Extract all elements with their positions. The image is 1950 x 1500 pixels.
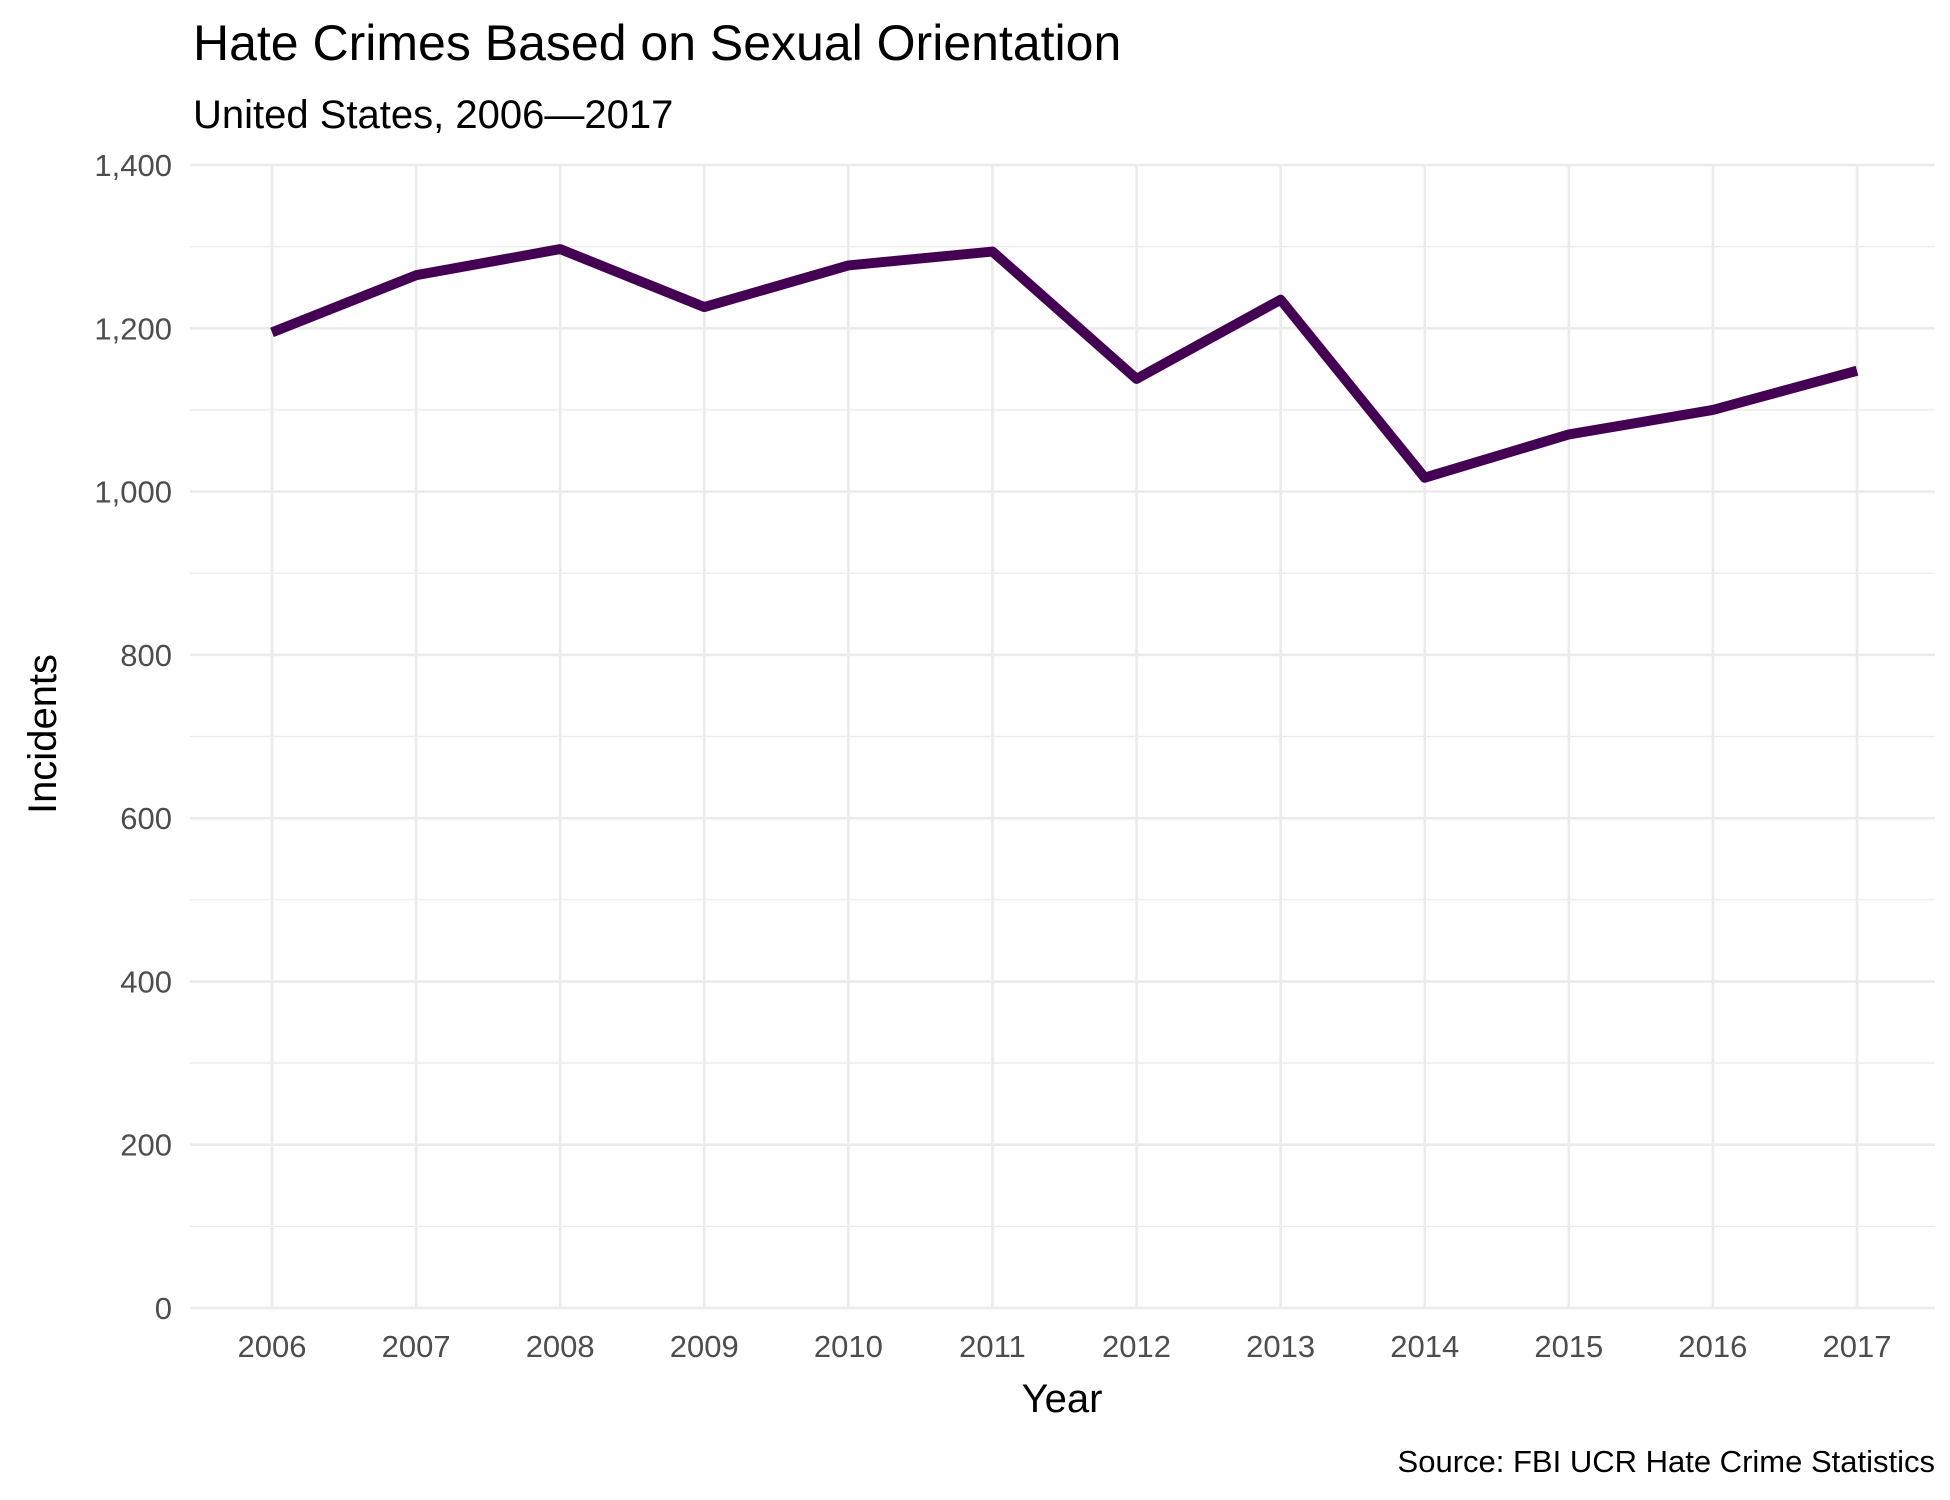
x-tick-label: 2011 [959,1329,1026,1364]
x-tick-label: 2016 [1678,1329,1747,1364]
source-caption: Source: FBI UCR Hate Crime Statistics [1398,1444,1935,1479]
x-tick-label: 2014 [1390,1329,1459,1364]
series-line [270,244,1859,483]
y-tick-label: 1,200 [94,311,172,346]
x-tick-label: 2009 [670,1329,739,1364]
y-tick-label: 1,400 [94,148,172,183]
y-tick-label: 800 [120,638,172,673]
series-lines [270,244,1859,483]
x-tick-label: 2007 [382,1329,451,1364]
chart-subtitle: United States, 2006—2017 [193,93,673,137]
major-gridlines [190,163,1935,1310]
minor-gridlines [190,245,1935,1228]
x-tick-label: 2015 [1534,1329,1603,1364]
x-tick-label: 2008 [526,1329,595,1364]
y-tick-label: 600 [120,801,172,836]
x-axis-title: Year [1022,1377,1103,1421]
x-tick-label: 2010 [814,1329,883,1364]
x-tick-label: 2017 [1823,1329,1892,1364]
y-axis-title: Incidents [21,654,65,814]
x-tick-label: 2012 [1102,1329,1171,1364]
y-tick-label: 200 [120,1128,172,1163]
x-tick-label: 2006 [238,1329,307,1364]
x-tick-label: 2013 [1246,1329,1315,1364]
y-tick-label: 1,000 [94,475,172,510]
x-tick-labels: 2006 2007 2008 2009 2010 2011 2012 2013 2014 2015… [238,1329,1892,1364]
chart-title: Hate Crimes Based on Sexual Orientation [193,15,1121,71]
y-tick-label: 0 [155,1291,172,1326]
y-tick-labels: 0 200 400 600 800 1,000 1,200 1,400 [94,148,172,1326]
y-tick-label: 400 [120,964,172,999]
